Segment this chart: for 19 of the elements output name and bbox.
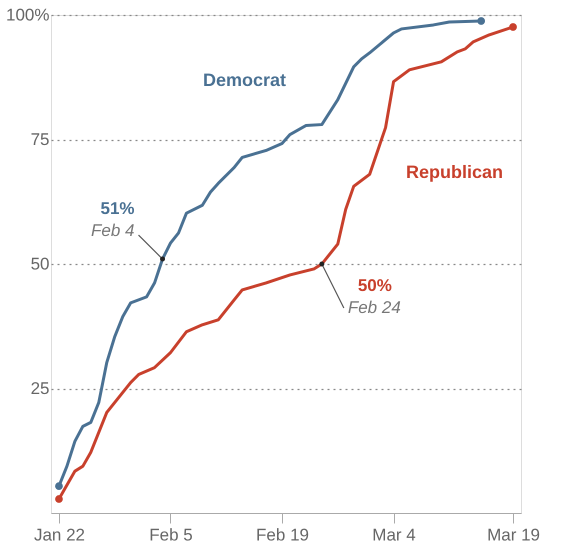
annotation: 50%: [358, 276, 392, 295]
y-tick-label: 25: [30, 379, 50, 398]
point: [55, 495, 63, 503]
annotation: 51%: [100, 199, 135, 218]
annotation: Feb 4: [91, 221, 135, 240]
x-tick-label: Feb 5: [149, 526, 193, 544]
point: [509, 23, 517, 31]
point: [477, 17, 486, 25]
annotation: Feb 24: [348, 298, 401, 317]
y-tick-label: 100%: [6, 6, 50, 24]
text: Democrat: [202, 70, 286, 90]
x-tick-label: Jan 22: [34, 526, 85, 544]
x-tick-label: Mar 19: [487, 526, 540, 544]
series-label: Republican: [406, 162, 504, 182]
point: [55, 482, 63, 490]
y-tick-label: 75: [30, 130, 50, 149]
x-tick-label: Feb 19: [256, 526, 309, 544]
x-tick-label: Mar 4: [372, 526, 416, 544]
y-tick-label: 50: [30, 254, 50, 274]
